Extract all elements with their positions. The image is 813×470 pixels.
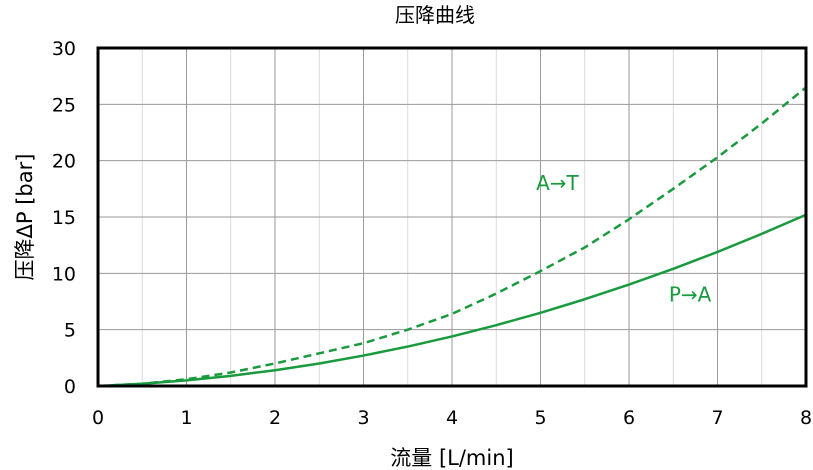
x-tick-label: 1 (180, 407, 192, 429)
y-axis-label: 压降ΔP [bar] (13, 154, 37, 281)
y-tick-label: 0 (64, 376, 76, 398)
y-tick-label: 15 (52, 207, 76, 229)
x-tick-label: 7 (711, 407, 723, 429)
series-line-p-to-a (97, 213, 807, 388)
series-annotation: A→T (536, 171, 579, 195)
x-tick-label: 4 (446, 407, 458, 429)
y-tick-labels: 0 5 10 15 20 25 30 (52, 38, 76, 398)
x-tick-label: 3 (357, 407, 369, 429)
series-annotation: P→A (669, 283, 712, 307)
series-line-a-to-t (97, 86, 807, 388)
x-axis-label: 流量 [L/min] (390, 446, 513, 470)
x-tick-label: 6 (623, 407, 635, 429)
y-tick-label: 10 (52, 263, 76, 285)
x-tick-label: 5 (534, 407, 546, 429)
chart-title: 压降曲线 (395, 3, 475, 27)
x-tick-labels: 0 1 2 3 4 5 6 7 8 (92, 407, 812, 429)
y-tick-label: 25 (52, 94, 76, 116)
x-tick-label: 0 (92, 407, 104, 429)
x-tick-label: 8 (800, 407, 812, 429)
annotations: A→T P→A (536, 171, 712, 307)
y-tick-label: 20 (52, 151, 76, 173)
plot-frame (96, 46, 808, 388)
y-tick-label: 30 (52, 38, 76, 60)
y-tick-label: 5 (64, 320, 76, 342)
x-tick-label: 2 (269, 407, 281, 429)
series-layer (97, 86, 807, 388)
